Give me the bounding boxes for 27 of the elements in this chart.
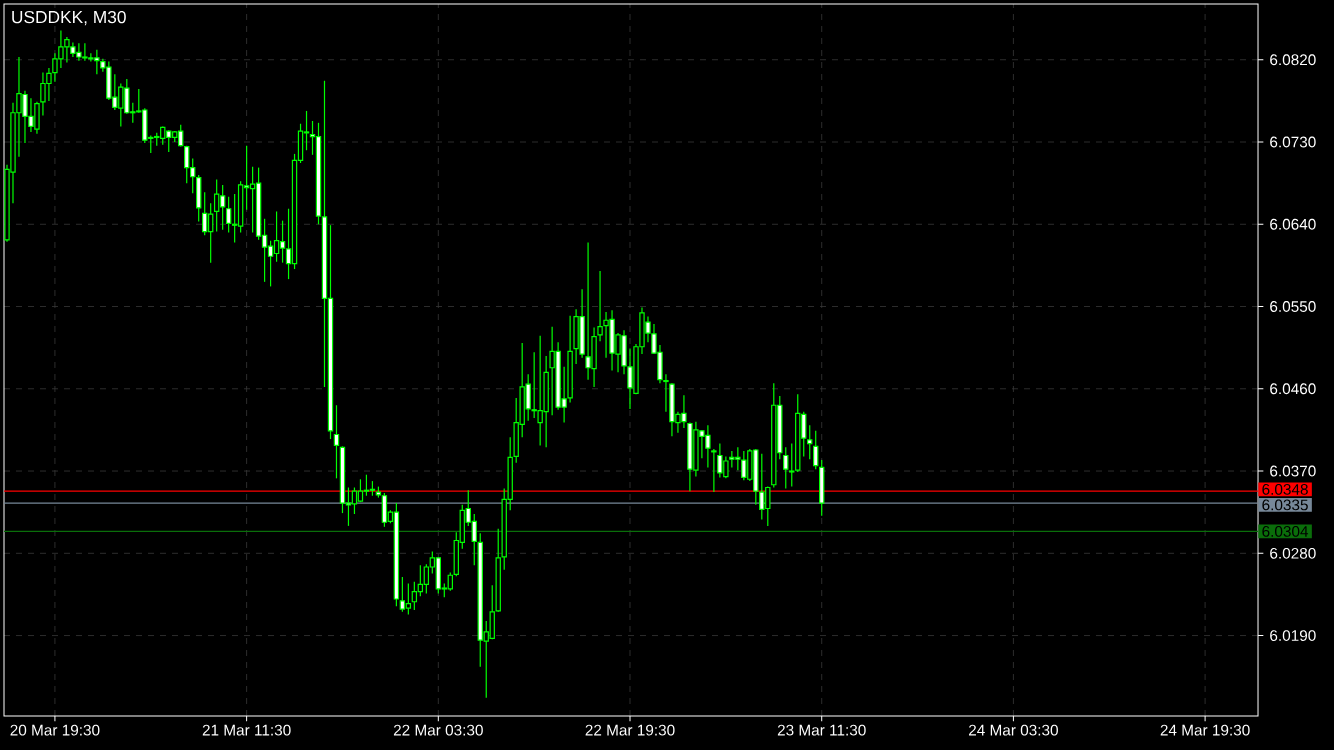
y-tick-label: 6.0730: [1270, 136, 1316, 148]
candlestick: [225, 196, 232, 234]
y-tick-label: 6.0190: [1270, 630, 1316, 641]
candlestick: [597, 270, 603, 342]
y-tick-label: 6.0640: [1270, 218, 1316, 230]
candlestick: [333, 404, 340, 479]
y-tick-label: 6.0280: [1270, 547, 1316, 559]
candlestick: [783, 446, 789, 490]
candlestick: [711, 448, 717, 493]
x-tick-label: 20 Mar 19:30: [10, 724, 100, 736]
chart-title: USDDKK, M30: [12, 10, 126, 26]
ref-line-label: 6.0348: [1262, 483, 1308, 495]
ref-line-label: 6.0304: [1262, 526, 1309, 537]
x-tick-label: 24 Mar 03:30: [969, 724, 1058, 736]
y-tick-label: 6.0370: [1270, 465, 1316, 477]
y-tick-label: 6.0460: [1270, 383, 1316, 395]
candlestick: [807, 424, 813, 460]
candlestick: [663, 373, 669, 413]
ref-line-label: 6.0335: [1262, 499, 1308, 511]
y-tick-label: 6.0820: [1270, 54, 1316, 66]
y-tick-label: 6.0550: [1270, 301, 1316, 312]
x-tick-label: 21 Mar 11:30: [202, 724, 291, 736]
x-tick-label: 24 Mar 19:30: [1160, 724, 1250, 736]
x-tick-label: 22 Mar 19:30: [585, 724, 675, 736]
x-tick-label: 22 Mar 03:30: [393, 724, 483, 736]
candlestick: [813, 430, 819, 470]
x-tick-label: 23 Mar 11:30: [777, 724, 866, 736]
